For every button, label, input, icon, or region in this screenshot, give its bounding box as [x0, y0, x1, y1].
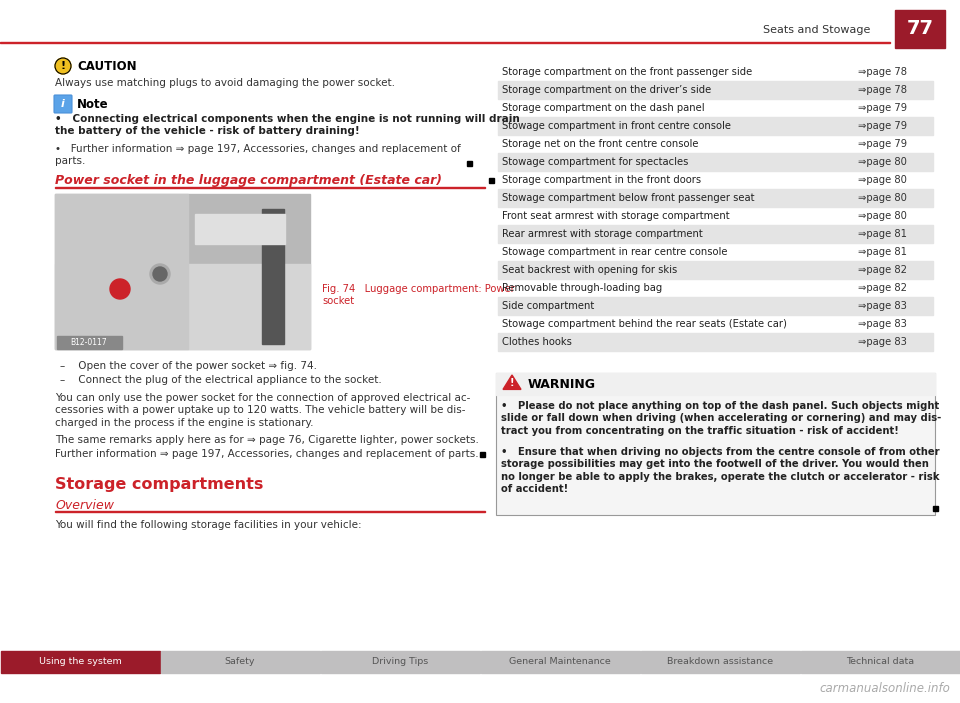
Text: –    Open the cover of the power socket ⇒ fig. 74.: – Open the cover of the power socket ⇒ f…	[60, 361, 317, 371]
Bar	[498, 189, 933, 207]
Text: Stowage compartment in rear centre console: Stowage compartment in rear centre conso…	[502, 247, 728, 257]
Text: Storage compartment on the driver’s side: Storage compartment on the driver’s side	[502, 85, 711, 95]
Text: The same remarks apply here as for ⇒ page 76, Cigarette lighter, power sockets.: The same remarks apply here as for ⇒ pag…	[55, 435, 479, 445]
Text: WARNING: WARNING	[528, 378, 596, 390]
Text: i: i	[61, 99, 65, 109]
Bar	[640, 651, 800, 673]
Text: !: !	[60, 61, 65, 71]
Text: Side compartment: Side compartment	[502, 301, 594, 311]
Text: Rear armrest with storage compartment: Rear armrest with storage compartment	[502, 229, 703, 239]
Text: •   Please do not place anything on top of the dash panel. Such objects might
sl: • Please do not place anything on top of…	[501, 401, 941, 436]
Text: General Maintenance: General Maintenance	[509, 657, 611, 666]
Text: Storage compartments: Storage compartments	[55, 477, 263, 492]
Text: •   Connecting electrical components when the engine is not running will drain
t: • Connecting electrical components when …	[55, 114, 519, 136]
Bar	[933, 506, 938, 511]
Text: !: !	[510, 378, 515, 389]
Text: Stowage compartment in front centre console: Stowage compartment in front centre cons…	[502, 121, 731, 131]
Bar	[55, 194, 187, 349]
Text: Stowage compartment behind the rear seats (Estate car): Stowage compartment behind the rear seat…	[502, 319, 787, 329]
Text: ⇒page 82: ⇒page 82	[858, 283, 907, 293]
Bar	[496, 373, 935, 395]
Text: ⇒page 80: ⇒page 80	[858, 175, 907, 185]
Text: ⇒page 79: ⇒page 79	[858, 103, 907, 113]
Bar	[498, 153, 933, 171]
Text: Storage compartment on the dash panel: Storage compartment on the dash panel	[502, 103, 705, 113]
Bar	[55, 194, 310, 349]
Bar	[498, 81, 933, 99]
Text: ⇒page 80: ⇒page 80	[858, 193, 907, 203]
Text: ⇒page 79: ⇒page 79	[858, 121, 907, 131]
Text: Stowage compartment for spectacles: Stowage compartment for spectacles	[502, 157, 688, 167]
Text: –    Connect the plug of the electrical appliance to the socket.: – Connect the plug of the electrical app…	[60, 375, 382, 385]
Text: ⇒page 80: ⇒page 80	[858, 211, 907, 221]
Bar	[195, 214, 284, 244]
Circle shape	[110, 279, 130, 299]
Text: Breakdown assistance: Breakdown assistance	[667, 657, 773, 666]
Bar	[57, 336, 122, 349]
Bar	[895, 10, 945, 48]
Bar	[262, 209, 284, 344]
Text: Fig. 74   Luggage compartment: Power
socket: Fig. 74 Luggage compartment: Power socke…	[322, 284, 515, 307]
Bar	[498, 297, 933, 315]
Bar	[498, 117, 933, 135]
Text: Driving Tips: Driving Tips	[372, 657, 428, 666]
Bar	[55, 187, 485, 188]
Text: 77: 77	[906, 20, 933, 39]
FancyBboxPatch shape	[54, 95, 72, 113]
Text: ⇒page 83: ⇒page 83	[858, 337, 907, 347]
Circle shape	[150, 264, 170, 284]
Text: Clothes hooks: Clothes hooks	[502, 337, 572, 347]
Text: Power socket in the luggage compartment (Estate car): Power socket in the luggage compartment …	[55, 174, 442, 187]
FancyBboxPatch shape	[496, 373, 935, 515]
Bar	[498, 225, 933, 243]
Text: •   Ensure that when driving no objects from the centre console of from other
st: • Ensure that when driving no objects fr…	[501, 447, 940, 494]
Text: Seat backrest with opening for skis: Seat backrest with opening for skis	[502, 265, 677, 275]
Text: Storage compartment in the front doors: Storage compartment in the front doors	[502, 175, 701, 185]
Text: •   Further information ⇒ page 197, Accessories, changes and replacement of
part: • Further information ⇒ page 197, Access…	[55, 144, 461, 167]
Bar	[480, 452, 485, 457]
Text: Note: Note	[77, 98, 108, 110]
Text: ⇒page 83: ⇒page 83	[858, 301, 907, 311]
Bar	[55, 511, 485, 512]
Bar	[489, 178, 494, 183]
Bar	[160, 651, 320, 673]
Text: ⇒page 81: ⇒page 81	[858, 229, 907, 239]
Circle shape	[55, 58, 71, 74]
Text: Seats and Stowage: Seats and Stowage	[762, 25, 870, 35]
Text: Using the system: Using the system	[38, 657, 121, 666]
Bar	[498, 333, 933, 351]
Polygon shape	[503, 375, 521, 389]
Text: ⇒page 81: ⇒page 81	[858, 247, 907, 257]
Text: You can only use the power socket for the connection of approved electrical ac-
: You can only use the power socket for th…	[55, 393, 470, 428]
Bar	[0, 41, 890, 43]
Bar	[321, 651, 479, 673]
Text: ⇒page 83: ⇒page 83	[858, 319, 907, 329]
Bar	[498, 261, 933, 279]
Text: You will find the following storage facilities in your vehicle:: You will find the following storage faci…	[55, 520, 362, 530]
Text: ⇒page 78: ⇒page 78	[858, 67, 907, 77]
Text: ⇒page 78: ⇒page 78	[858, 85, 907, 95]
Text: Front seat armrest with storage compartment: Front seat armrest with storage compartm…	[502, 211, 730, 221]
Text: ⇒page 80: ⇒page 80	[858, 157, 907, 167]
Text: B12-0117: B12-0117	[71, 338, 108, 347]
Text: Overview: Overview	[55, 499, 114, 512]
Text: Technical data: Technical data	[846, 657, 914, 666]
Text: carmanualsonline.info: carmanualsonline.info	[819, 682, 950, 695]
Bar	[481, 651, 639, 673]
Text: ⇒page 82: ⇒page 82	[858, 265, 907, 275]
Text: ⇒page 79: ⇒page 79	[858, 139, 907, 149]
Text: Safety: Safety	[225, 657, 255, 666]
Text: Removable through-loading bag: Removable through-loading bag	[502, 283, 662, 293]
Text: CAUTION: CAUTION	[77, 60, 136, 72]
Bar	[467, 161, 472, 166]
Bar	[801, 651, 959, 673]
Text: Storage net on the front centre console: Storage net on the front centre console	[502, 139, 699, 149]
Text: Storage compartment on the front passenger side: Storage compartment on the front passeng…	[502, 67, 753, 77]
Text: Always use matching plugs to avoid damaging the power socket.: Always use matching plugs to avoid damag…	[55, 78, 395, 88]
Text: Stowage compartment below front passenger seat: Stowage compartment below front passenge…	[502, 193, 755, 203]
Circle shape	[153, 267, 167, 281]
Bar	[55, 264, 310, 349]
Text: Further information ⇒ page 197, Accessories, changes and replacement of parts.: Further information ⇒ page 197, Accessor…	[55, 449, 479, 459]
Bar	[1, 651, 159, 673]
